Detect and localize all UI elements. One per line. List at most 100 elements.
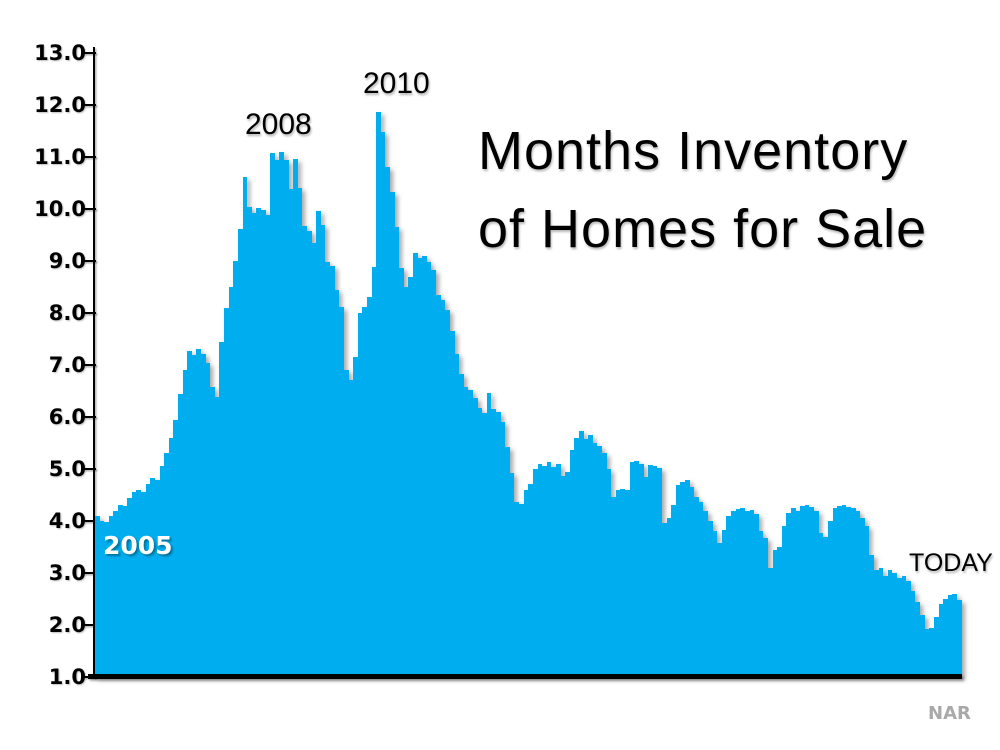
inventory-bar <box>127 497 132 677</box>
y-axis-tick <box>84 260 96 262</box>
y-axis-tick <box>84 624 96 626</box>
y-tick-label: 5.0 <box>48 457 86 481</box>
inventory-bar <box>767 568 773 677</box>
inventory-bar <box>860 518 865 677</box>
inventory-bar <box>210 386 215 677</box>
chart-title-line2: of Homes for Sale <box>478 199 928 259</box>
inventory-bar <box>320 225 326 677</box>
inventory-bar <box>758 531 764 677</box>
inventory-bar <box>855 510 861 677</box>
inventory-bar <box>864 526 870 677</box>
inventory-bar <box>791 508 796 677</box>
inventory-bar <box>542 466 547 677</box>
inventory-bar <box>947 594 953 677</box>
inventory-bar <box>265 215 271 677</box>
inventory-bar <box>606 469 612 677</box>
annotation-2005: 2005 <box>103 531 173 560</box>
y-axis-tick <box>84 364 96 366</box>
inventory-bar <box>804 505 810 677</box>
inventory-bar <box>311 242 317 677</box>
inventory-bar <box>887 570 893 677</box>
inventory-bar <box>237 228 243 677</box>
inventory-bar <box>837 506 842 677</box>
inventory-bar <box>214 397 220 677</box>
chart-title: Months Inventory of Homes for Sale <box>478 112 978 268</box>
inventory-bar <box>122 506 128 677</box>
inventory-bar <box>814 510 819 677</box>
inventory-bar <box>454 353 460 677</box>
inventory-bar <box>334 290 340 677</box>
inventory-bar <box>348 379 354 677</box>
inventory-bar <box>528 483 533 677</box>
inventory-bar <box>343 370 349 677</box>
inventory-bar <box>422 255 427 677</box>
inventory-bar <box>634 461 639 677</box>
inventory-bar <box>260 210 266 677</box>
inventory-bar <box>933 617 939 677</box>
inventory-bar <box>390 191 395 677</box>
y-axis-tick <box>84 416 96 418</box>
inventory-bar <box>436 294 441 677</box>
inventory-bar <box>283 160 289 677</box>
inventory-bar <box>680 482 685 677</box>
inventory-bar <box>371 267 377 677</box>
inventory-bar <box>477 408 483 677</box>
inventory-bar <box>703 510 709 677</box>
inventory-bar <box>726 515 732 677</box>
y-axis-tick <box>84 312 96 314</box>
inventory-bar <box>247 206 252 677</box>
inventory-bar <box>698 501 704 677</box>
inventory-bar <box>629 461 635 677</box>
inventory-bar <box>620 488 626 677</box>
inventory-bar <box>519 503 524 677</box>
inventory-bar <box>569 449 575 677</box>
inventory-bar <box>827 521 833 677</box>
annotation-2008: 2008 <box>245 108 312 141</box>
inventory-bar <box>938 604 944 677</box>
inventory-bar <box>104 522 109 677</box>
inventory-bar <box>177 393 183 677</box>
inventory-bar <box>274 160 280 677</box>
source-label-nar: NAR <box>928 703 971 724</box>
inventory-bar <box>551 467 556 677</box>
y-tick-label: 8.0 <box>48 301 86 325</box>
inventory-bar <box>362 306 367 677</box>
inventory-bar <box>666 518 672 677</box>
inventory-bar <box>906 580 911 677</box>
inventory-bar <box>574 437 579 677</box>
inventory-bar <box>431 269 437 677</box>
inventory-bar <box>219 341 225 677</box>
inventory-bar <box>366 297 372 677</box>
inventory-bar <box>915 601 921 677</box>
inventory-bar <box>897 578 902 677</box>
inventory-bar <box>251 213 257 677</box>
x-axis-baseline <box>88 674 962 679</box>
inventory-bar <box>638 463 644 677</box>
inventory-bar <box>403 287 409 677</box>
inventory-bar <box>602 453 607 677</box>
inventory-bar <box>173 419 178 677</box>
inventory-bar <box>201 353 206 677</box>
inventory-bar <box>583 438 589 677</box>
inventory-bar <box>293 158 298 677</box>
y-tick-label: 10.0 <box>34 197 86 221</box>
inventory-bar <box>256 207 261 677</box>
inventory-area-series <box>95 53 962 677</box>
inventory-bar <box>154 480 160 677</box>
inventory-bar <box>823 536 828 677</box>
inventory-bar <box>187 351 192 677</box>
inventory-bar <box>809 506 815 677</box>
inventory-bar <box>339 306 344 677</box>
inventory-bar <box>652 466 658 677</box>
inventory-bar <box>159 466 165 677</box>
y-tick-label: 11.0 <box>34 145 86 169</box>
inventory-bar <box>592 443 598 677</box>
inventory-bar <box>777 547 782 677</box>
y-tick-label: 12.0 <box>34 93 86 117</box>
inventory-bar <box>841 505 847 677</box>
inventory-bar <box>113 510 119 677</box>
inventory-bar <box>869 554 874 677</box>
inventory-bar <box>740 508 745 677</box>
inventory-bar <box>380 132 386 677</box>
inventory-bar <box>108 515 114 677</box>
